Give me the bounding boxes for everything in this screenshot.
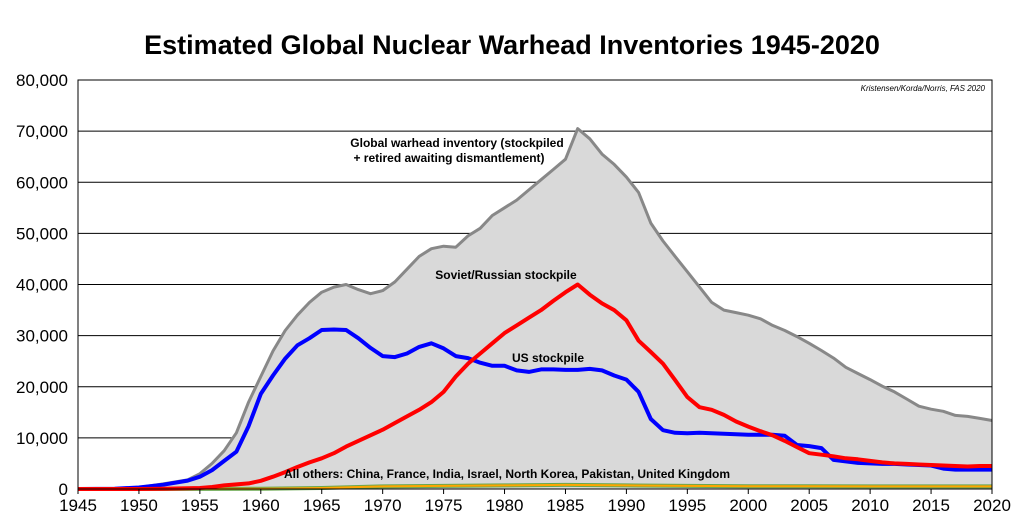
x-tick-label: 2000: [729, 496, 767, 515]
x-tick-label: 1950: [120, 496, 158, 515]
annotation-us: US stockpile: [512, 351, 584, 365]
y-tick-label: 70,000: [16, 122, 68, 141]
series-lines: [77, 127, 993, 491]
chart-title: Estimated Global Nuclear Warhead Invento…: [144, 30, 880, 60]
area-layer: [78, 128, 992, 489]
y-tick-label: 60,000: [16, 173, 68, 192]
x-tick-label: 1995: [668, 496, 706, 515]
annotation-soviet: Soviet/Russian stockpile: [435, 268, 577, 282]
y-tick-label: 20,000: [16, 378, 68, 397]
annotation-global-line2: + retired awaiting dismantlement): [353, 151, 544, 165]
x-tick-label: 1985: [547, 496, 585, 515]
x-tick-label: 2005: [790, 496, 828, 515]
x-tick-label: 2020: [973, 496, 1011, 515]
x-tick-label: 1965: [303, 496, 341, 515]
y-tick-label: 40,000: [16, 276, 68, 295]
x-tick-label: 1980: [486, 496, 524, 515]
x-tick-label: 2010: [851, 496, 889, 515]
x-tick-label: 1945: [59, 496, 97, 515]
chart-credit: Kristensen/Korda/Norris, FAS 2020: [861, 84, 986, 93]
soviet-russian-stockpile-line: [78, 282, 992, 491]
y-tick-label: 10,000: [16, 429, 68, 448]
x-tick-label: 1960: [242, 496, 280, 515]
y-tick-label: 80,000: [16, 71, 68, 90]
annotation-others: All others: China, France, India, Israel…: [284, 467, 730, 481]
y-axis-ticks: 0 10,000 20,000 30,000 40,000 50,000 60,000 70,…: [16, 71, 68, 499]
x-tick-label: 1975: [425, 496, 463, 515]
x-axis-ticks: 1945 1950 1955 1960 1965 1970 1975 1980 1985 1990…: [59, 489, 1011, 515]
y-tick-label: 30,000: [16, 327, 68, 346]
y-tick-label: 50,000: [16, 224, 68, 243]
x-tick-label: 1990: [607, 496, 645, 515]
global-inventory-area: [78, 128, 992, 489]
x-tick-label: 1970: [364, 496, 402, 515]
x-tick-label: 1955: [181, 496, 219, 515]
x-tick-label: 2015: [912, 496, 950, 515]
plot-border: [77, 79, 993, 490]
us-stockpile-line: [77, 327, 992, 491]
y-tick-label: 0: [59, 480, 68, 499]
annotation-global-line1: Global warhead inventory (stockpiled: [350, 136, 563, 150]
global-inventory-line: [77, 127, 993, 491]
